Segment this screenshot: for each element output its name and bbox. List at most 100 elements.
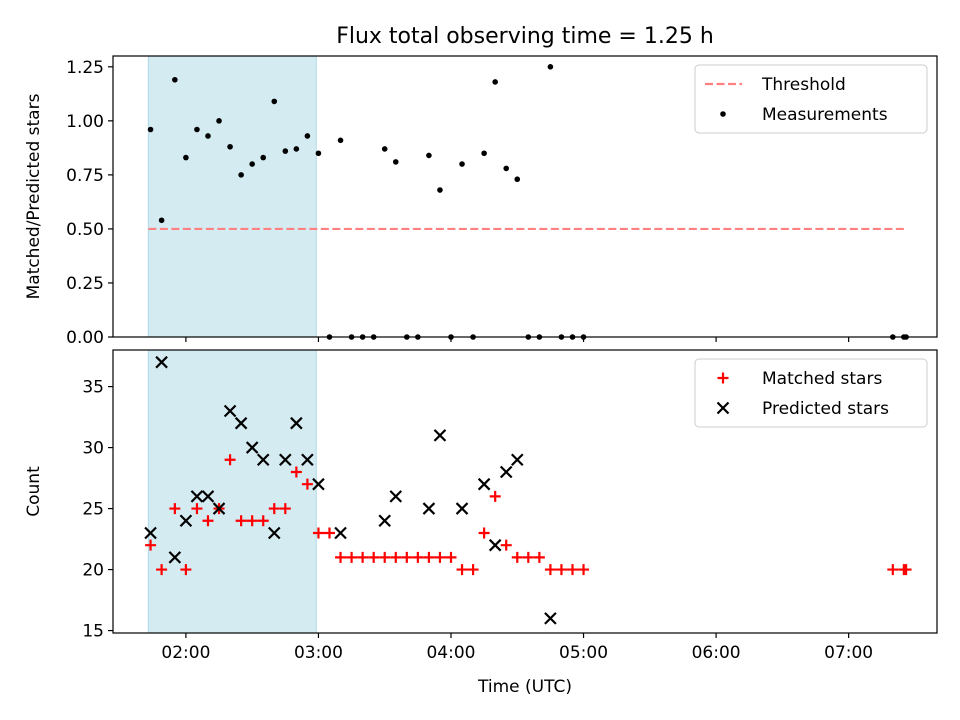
data-point bbox=[169, 503, 181, 515]
data-point bbox=[282, 148, 289, 154]
legend-marker bbox=[720, 111, 726, 117]
data-point bbox=[510, 453, 524, 467]
data-point bbox=[293, 146, 300, 152]
data-point bbox=[900, 564, 912, 576]
y-tick-label: 20 bbox=[82, 561, 104, 581]
legend-box bbox=[694, 358, 928, 428]
legend: Threshold Measurements bbox=[694, 64, 928, 134]
data-point bbox=[887, 564, 899, 576]
data-point bbox=[312, 477, 325, 491]
legend-label: Matched stars bbox=[762, 369, 882, 389]
data-point bbox=[212, 502, 226, 515]
data-point bbox=[279, 453, 292, 467]
data-point bbox=[437, 187, 443, 193]
data-point bbox=[144, 526, 157, 540]
y-tick-label: 1.25 bbox=[66, 58, 104, 78]
data-point bbox=[257, 515, 269, 527]
x-axis-label: Time (UTC) bbox=[477, 677, 572, 697]
data-point bbox=[445, 551, 457, 563]
data-point bbox=[260, 154, 267, 161]
legend: Matched stars Predicted stars bbox=[694, 358, 928, 428]
data-point bbox=[183, 154, 189, 161]
data-point bbox=[379, 551, 391, 563]
data-point bbox=[216, 118, 222, 124]
data-point bbox=[279, 503, 291, 515]
data-point bbox=[335, 551, 347, 563]
data-point bbox=[290, 416, 303, 430]
data-point bbox=[315, 150, 322, 157]
data-point bbox=[456, 564, 468, 576]
top-panel-ratio: 0.00 0.25 0.50 0.75 1.00 1.25 Matched/Predicte… bbox=[24, 55, 938, 348]
data-point bbox=[180, 564, 192, 576]
y-axis-label: Matched/Predicted stars bbox=[24, 93, 44, 299]
shaded-span bbox=[148, 56, 317, 337]
data-point bbox=[477, 477, 491, 491]
data-point bbox=[499, 465, 513, 479]
data-point bbox=[224, 454, 236, 466]
data-point bbox=[156, 564, 168, 576]
data-point bbox=[155, 355, 168, 369]
data-point bbox=[488, 538, 502, 552]
y-tick-label: 30 bbox=[82, 439, 104, 459]
data-point bbox=[544, 564, 556, 576]
data-point bbox=[268, 503, 280, 515]
data-point bbox=[555, 564, 567, 576]
series-predicted-stars bbox=[144, 355, 557, 625]
data-point bbox=[238, 172, 244, 178]
data-point bbox=[381, 146, 388, 152]
data-point bbox=[423, 551, 435, 563]
y-tick-label: 0.00 bbox=[66, 328, 104, 348]
data-point bbox=[337, 137, 344, 144]
x-tick-label: 05:00 bbox=[559, 643, 608, 663]
data-point bbox=[533, 551, 545, 563]
legend-marker bbox=[716, 401, 730, 415]
data-point bbox=[312, 527, 324, 539]
chart-title: Flux total observing time = 1.25 h bbox=[336, 24, 714, 49]
series-measurements bbox=[147, 64, 909, 340]
data-point bbox=[467, 564, 479, 576]
y-tick-label: 0.50 bbox=[66, 220, 104, 240]
data-point bbox=[489, 490, 501, 502]
data-point bbox=[346, 551, 358, 563]
y-tick-label: 35 bbox=[82, 378, 104, 398]
shaded-span bbox=[148, 350, 317, 633]
legend-box bbox=[694, 64, 928, 134]
data-point bbox=[455, 502, 469, 515]
data-point bbox=[578, 564, 590, 576]
data-point bbox=[412, 551, 424, 563]
axes-frame bbox=[112, 55, 938, 338]
data-point bbox=[334, 526, 347, 540]
data-point bbox=[500, 539, 512, 551]
data-point bbox=[172, 76, 178, 83]
y-tick-label: 0.25 bbox=[66, 274, 104, 294]
legend-label: Measurements bbox=[762, 105, 888, 125]
data-point bbox=[514, 176, 521, 183]
data-point bbox=[190, 490, 204, 503]
data-point bbox=[503, 165, 510, 172]
y-tick-label: 1.00 bbox=[66, 112, 104, 132]
legend-label: Predicted stars bbox=[762, 399, 889, 419]
data-point bbox=[256, 453, 270, 467]
data-point bbox=[392, 159, 399, 165]
data-point bbox=[544, 612, 557, 625]
x-tick-label: 03:00 bbox=[294, 643, 343, 663]
data-point bbox=[168, 551, 182, 564]
data-point bbox=[223, 404, 237, 418]
data-point bbox=[304, 133, 311, 139]
data-point bbox=[433, 429, 447, 442]
data-point bbox=[235, 515, 247, 527]
data-point bbox=[434, 551, 446, 563]
data-point bbox=[246, 515, 258, 527]
data-point bbox=[566, 564, 578, 576]
bottom-panel-counts: 15 20 25 30 35 02:00 03:00 04:00 05:00 06:00 07:00… bbox=[24, 349, 938, 697]
data-point bbox=[492, 79, 498, 85]
data-point bbox=[301, 478, 313, 490]
data-point bbox=[191, 503, 203, 515]
data-point bbox=[390, 551, 402, 563]
data-point bbox=[368, 551, 380, 563]
series-matched-stars bbox=[145, 454, 912, 576]
data-point bbox=[511, 551, 523, 563]
data-point bbox=[267, 526, 281, 540]
y-tick-label: 25 bbox=[82, 500, 104, 520]
